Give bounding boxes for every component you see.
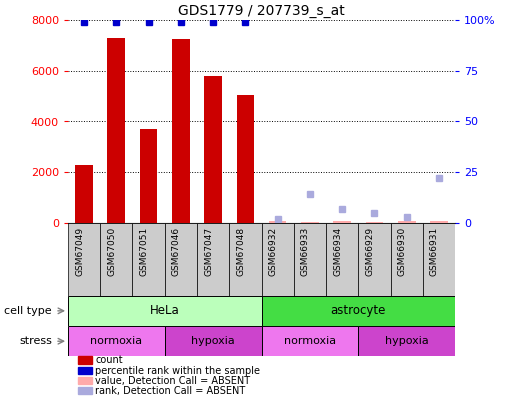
Bar (358, 326, 455, 356)
Bar (333, 222, 351, 223)
Text: GSM67051: GSM67051 (140, 226, 149, 276)
Bar (229, 223, 262, 296)
Bar (430, 222, 448, 223)
Bar (68, 326, 165, 356)
Bar (262, 326, 358, 356)
Bar (262, 296, 455, 326)
Text: GSM67048: GSM67048 (236, 226, 245, 275)
Bar (165, 326, 262, 356)
Text: GSM66933: GSM66933 (301, 226, 310, 276)
Text: astrocyte: astrocyte (331, 304, 386, 318)
Text: GSM67046: GSM67046 (172, 226, 181, 275)
Bar (108, 38, 125, 223)
Bar (75, 164, 93, 223)
Bar (269, 222, 287, 223)
Text: hypoxia: hypoxia (385, 336, 428, 346)
Text: HeLa: HeLa (150, 304, 179, 318)
Bar (294, 223, 326, 296)
Text: hypoxia: hypoxia (191, 336, 235, 346)
Bar (391, 223, 423, 296)
Bar (366, 222, 383, 223)
Text: count: count (95, 356, 123, 365)
Bar (326, 223, 358, 296)
Bar (398, 222, 415, 223)
Bar (423, 223, 455, 296)
Text: rank, Detection Call = ABSENT: rank, Detection Call = ABSENT (95, 386, 245, 396)
Text: GSM67050: GSM67050 (107, 226, 116, 276)
Bar (204, 76, 222, 223)
Bar (165, 223, 197, 296)
Bar (140, 129, 157, 223)
Bar (68, 223, 100, 296)
Text: normoxia: normoxia (90, 336, 142, 346)
Bar (301, 222, 319, 223)
Text: GSM66934: GSM66934 (333, 226, 342, 275)
Bar (100, 223, 132, 296)
Text: GSM66930: GSM66930 (397, 226, 407, 276)
Bar (132, 223, 165, 296)
Title: GDS1779 / 207739_s_at: GDS1779 / 207739_s_at (178, 4, 345, 18)
Bar (68, 296, 262, 326)
Text: GSM66931: GSM66931 (430, 226, 439, 276)
Text: GSM66932: GSM66932 (269, 226, 278, 275)
Text: GSM67047: GSM67047 (204, 226, 213, 275)
Text: stress: stress (19, 336, 52, 346)
Text: normoxia: normoxia (284, 336, 336, 346)
Text: cell type: cell type (4, 306, 52, 316)
Text: percentile rank within the sample: percentile rank within the sample (95, 366, 260, 375)
Text: GSM66929: GSM66929 (366, 226, 374, 275)
Text: value, Detection Call = ABSENT: value, Detection Call = ABSENT (95, 376, 251, 386)
Bar (262, 223, 294, 296)
Bar (358, 223, 391, 296)
Bar (197, 223, 229, 296)
Bar (236, 95, 254, 223)
Bar (172, 39, 190, 223)
Text: GSM67049: GSM67049 (75, 226, 84, 275)
